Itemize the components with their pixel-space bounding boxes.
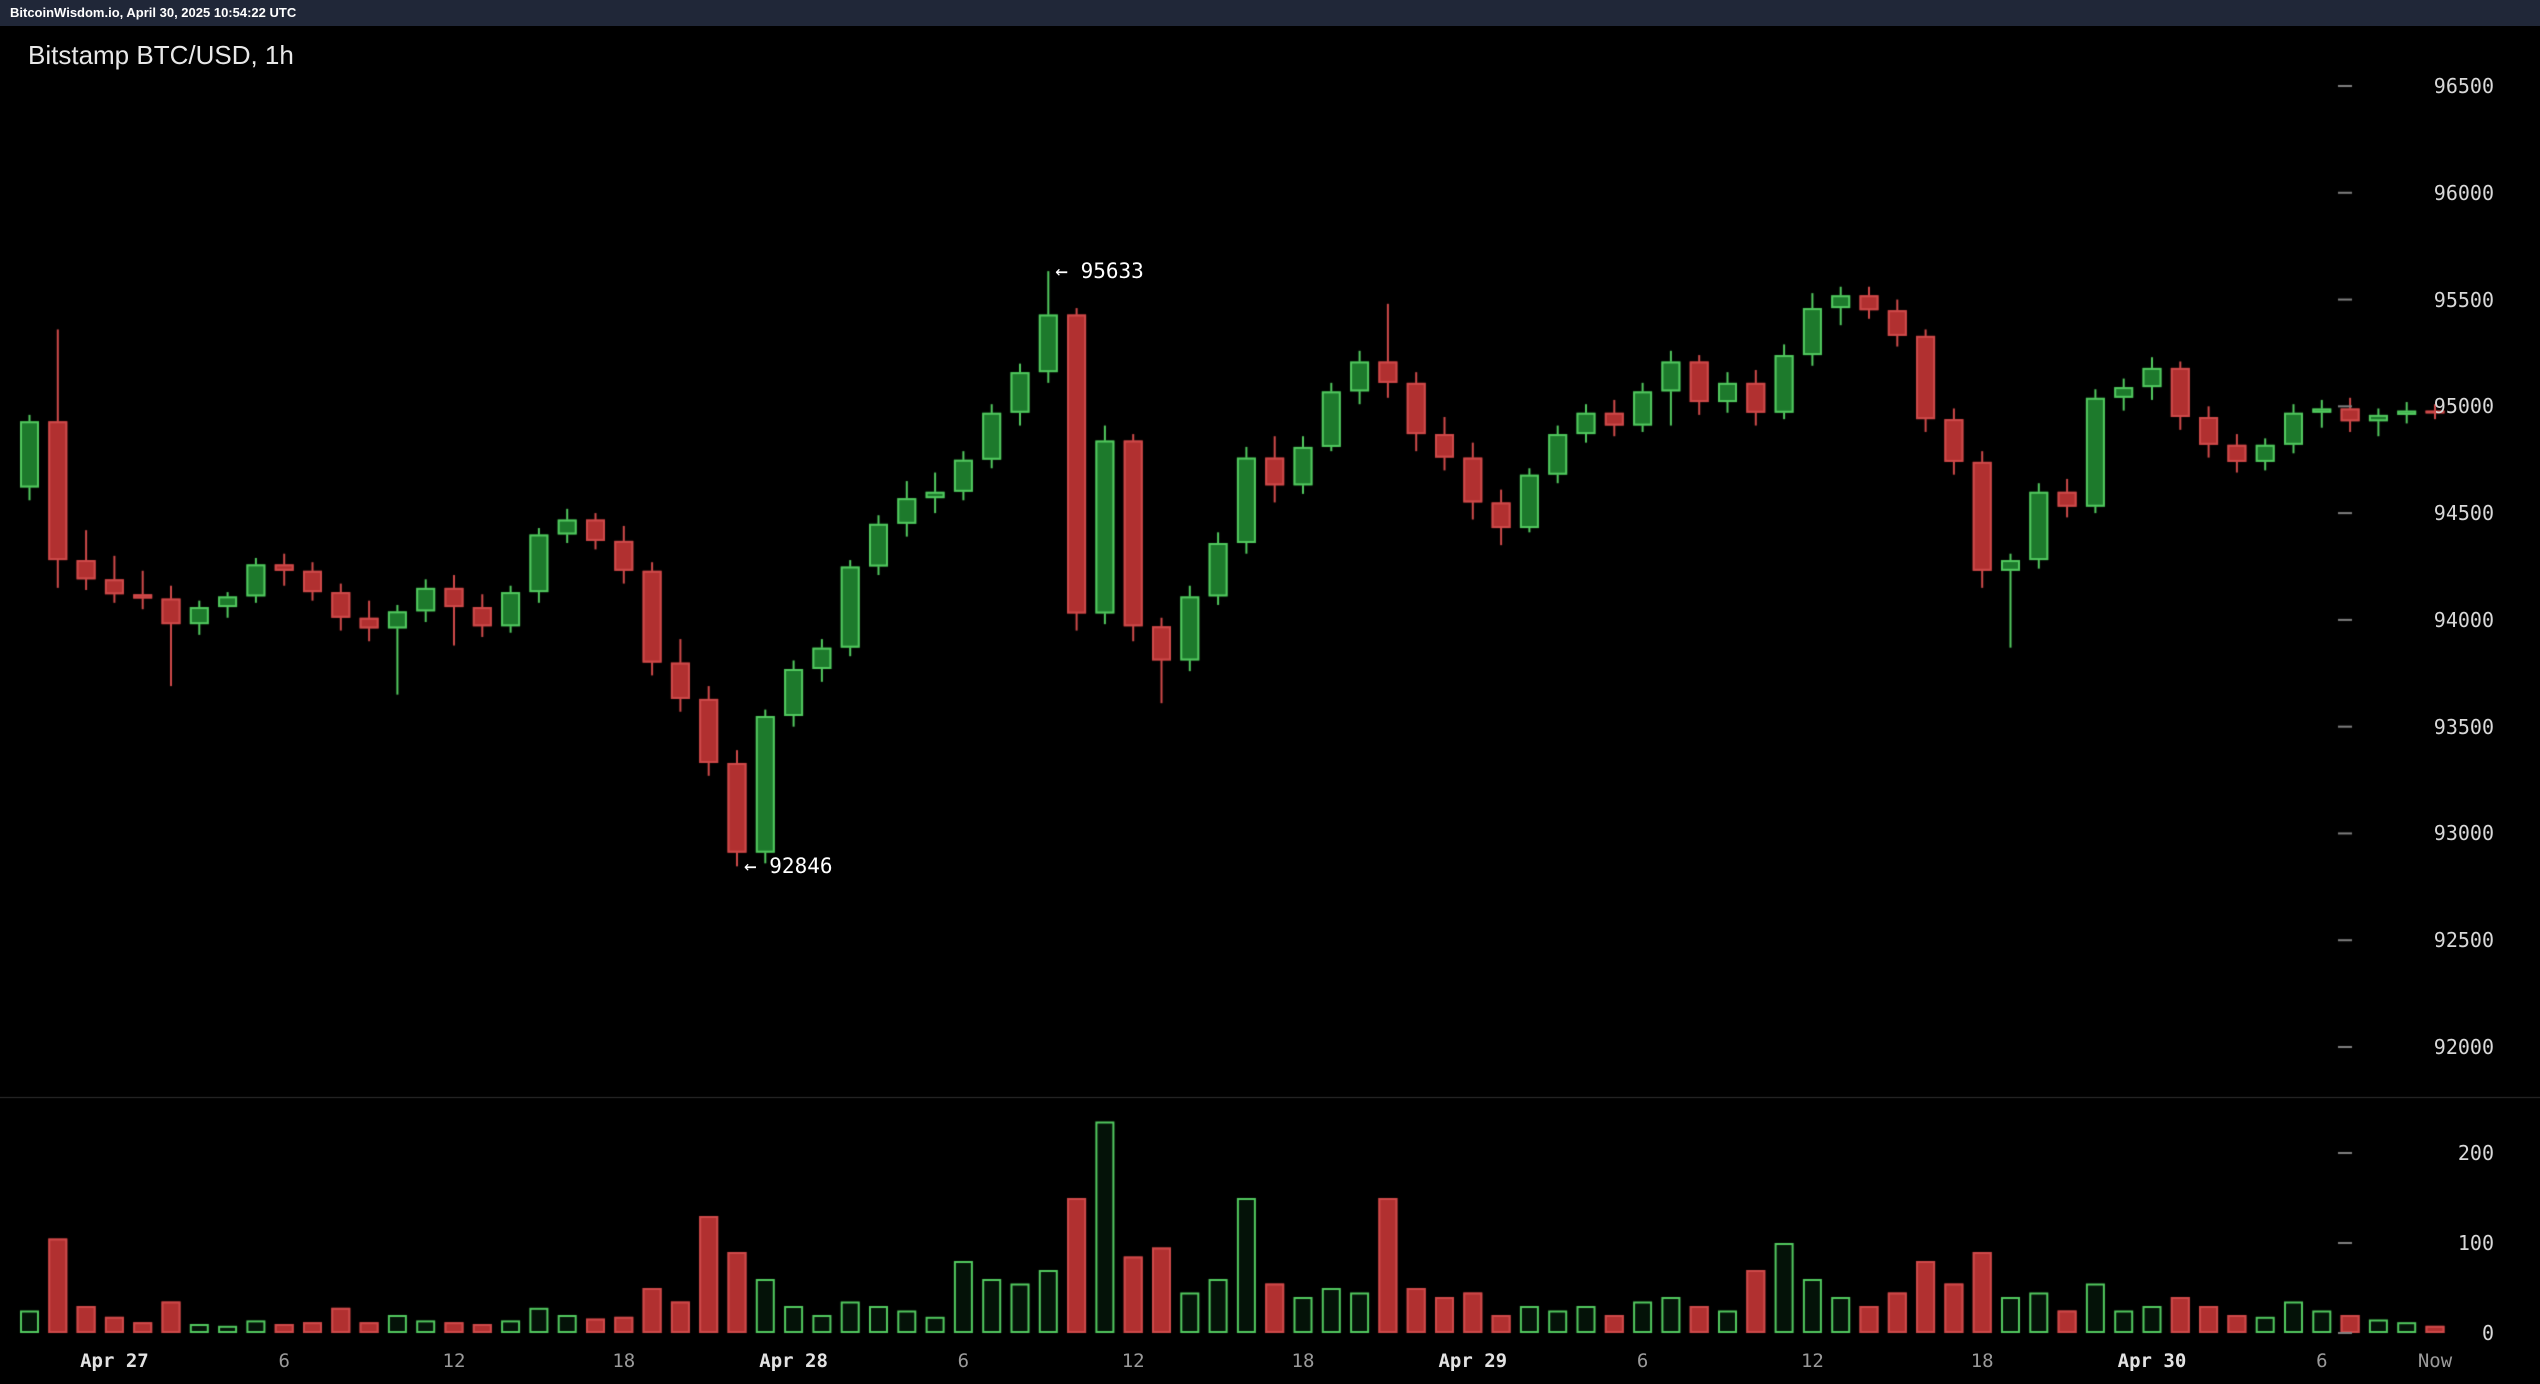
topbar-datetime: BitcoinWisdom.io, April 30, 2025 10:54:2… (10, 5, 297, 20)
topbar: BitcoinWisdom.io, April 30, 2025 10:54:2… (0, 0, 2540, 26)
chart-title: Bitstamp BTC/USD, 1h (28, 40, 294, 70)
now-label: Now (2417, 1350, 2453, 1372)
